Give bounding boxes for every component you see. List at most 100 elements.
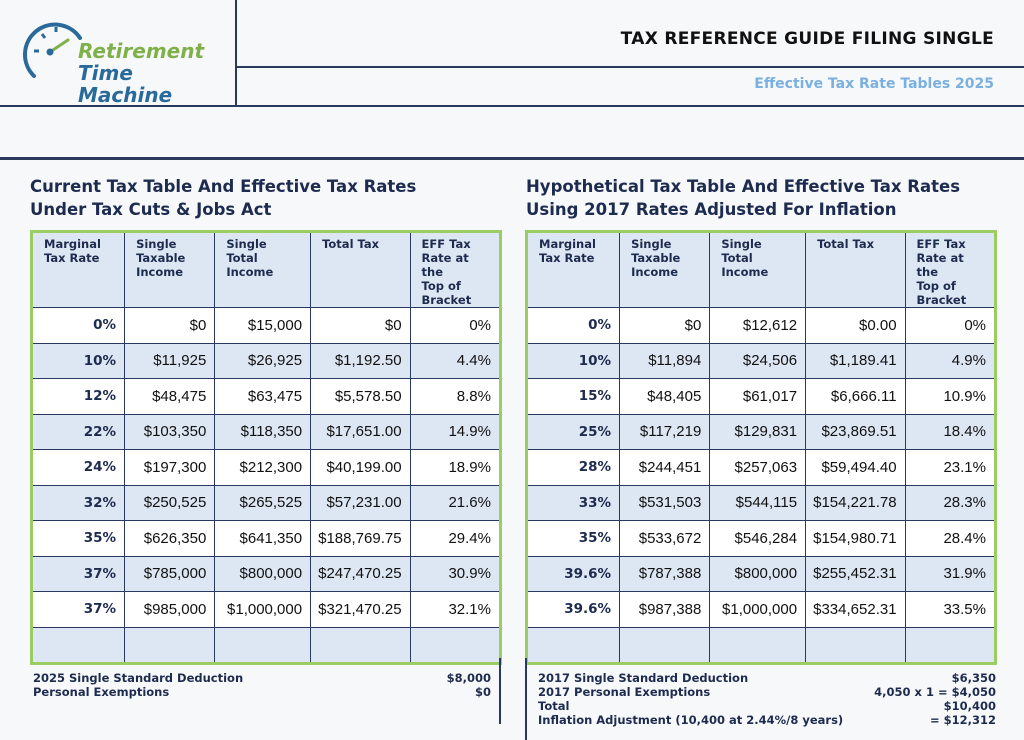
table-cell: $61,017: [709, 378, 807, 415]
table-cell: $117,219: [619, 413, 711, 450]
column-header-line: Taxable: [136, 251, 186, 265]
table-cell: 37%: [30, 591, 126, 628]
footer-row: Inflation Adjustment (10,400 at 2.44%/8 …: [538, 713, 996, 727]
table-row: 10% $11,894 $24,506 $1,189.41 4.9%: [525, 342, 997, 379]
table-row: 12% $48,475 $63,475 $5,578.50 8.8%: [30, 378, 502, 415]
table-cell: $546,284: [709, 520, 807, 557]
table-cell: $188,769.75: [310, 520, 411, 557]
table-cell: $0: [619, 307, 711, 344]
table-cell: $987,388: [619, 591, 711, 628]
footer-value: 4,050 x 1 = $4,050: [874, 685, 996, 699]
table-cell: 33%: [525, 484, 621, 521]
table-cell: $0: [310, 307, 411, 344]
table-cell: 10%: [30, 342, 126, 379]
table-cell: $250,525: [124, 484, 216, 521]
clock-icon: [23, 22, 82, 78]
table-row: 35% $533,672 $546,284 $154,980.71 28.4%: [525, 520, 997, 557]
table-row: 33% $531,503 $544,115 $154,221.78 28.3%: [525, 484, 997, 521]
table-cell: 35%: [525, 520, 621, 557]
column-header: Single Total Income: [214, 231, 312, 308]
table-cell: 10%: [525, 342, 621, 379]
table-cell: $544,115: [709, 484, 807, 521]
table-cell: $626,350: [124, 520, 216, 557]
table-row: 39.6% $987,388 $1,000,000 $334,652.31 33.5%: [525, 591, 997, 628]
table-cell: $257,063: [709, 449, 807, 486]
footer-value: = $12,312: [929, 713, 996, 727]
column-header-line: Total: [721, 251, 753, 265]
column-header-line: Total Tax: [322, 237, 380, 251]
table-cell: $17,651.00: [310, 413, 411, 450]
table-cell: 32.1%: [409, 591, 502, 628]
table-cell: 32%: [30, 484, 126, 521]
table-cell: $154,221.78: [805, 484, 906, 521]
table-cell: 18.4%: [904, 413, 997, 450]
left-footer-rule: [499, 658, 501, 724]
footer-row: 2017 Single Standard Deduction $6,350: [538, 671, 996, 685]
table-cell: $197,300: [124, 449, 216, 486]
table-cell: $255,452.31: [805, 555, 906, 592]
table-row: 32% $250,525 $265,525 $57,231.00 21.6%: [30, 484, 502, 521]
footer-label: Total: [538, 699, 570, 713]
table-cell: $24,506: [709, 342, 807, 379]
table-cell: 37%: [30, 555, 126, 592]
column-header-line: Marginal: [44, 237, 101, 251]
table-cell: $1,000,000: [214, 591, 312, 628]
table-cell: $985,000: [124, 591, 216, 628]
table-cell: $641,350: [214, 520, 312, 557]
table-cell: [214, 626, 312, 664]
left-footer: 2025 Single Standard Deduction $8,000 Pers…: [33, 671, 491, 699]
column-header-line: Rate at the: [916, 251, 964, 279]
table-cell: 15%: [525, 378, 621, 415]
table-cell: [709, 626, 807, 664]
table-cell: $244,451: [619, 449, 711, 486]
table-cell: $247,470.25: [310, 555, 411, 592]
footer-label: 2017 Single Standard Deduction: [538, 671, 749, 685]
table-cell: 28.4%: [904, 520, 997, 557]
table-row: 39.6% $787,388 $800,000 $255,452.31 31.9%: [525, 555, 997, 592]
table-cell: 23.1%: [904, 449, 997, 486]
table-cell: 28.3%: [904, 484, 997, 521]
column-header: Total Tax: [310, 231, 411, 308]
table-cell: 28%: [525, 449, 621, 486]
table-cell: $63,475: [214, 378, 312, 415]
table-cell: $800,000: [709, 555, 807, 592]
column-header-line: Total: [226, 251, 258, 265]
current-tax-table: Marginal Tax Rate Single Taxable Income Singl…: [30, 230, 502, 665]
table-cell: $15,000: [214, 307, 312, 344]
table-cell: [124, 626, 216, 664]
table-cell: 30.9%: [409, 555, 502, 592]
section-rule: [0, 157, 1024, 160]
table-cell: $1,000,000: [709, 591, 807, 628]
logo-text-line2: Time Machine: [78, 61, 173, 107]
table-cell: $334,652.31: [805, 591, 906, 628]
right-footer: 2017 Single Standard Deduction $6,350 2017…: [538, 671, 996, 727]
right-title-line1: Hypothetical Tax Table And Effective Tax…: [526, 177, 961, 196]
table-cell: 22%: [30, 413, 126, 450]
column-header-line: Single: [631, 237, 672, 251]
footer-row: 2025 Single Standard Deduction $8,000: [33, 671, 491, 685]
table-cell: $787,388: [619, 555, 711, 592]
header-divider-vertical: [235, 0, 237, 106]
column-header-line: Bracket: [421, 293, 472, 307]
table-cell: 12%: [30, 378, 126, 415]
table-cell: $129,831: [709, 413, 807, 450]
table-row: 25% $117,219 $129,831 $23,869.51 18.4%: [525, 413, 997, 450]
table-cell: 25%: [525, 413, 621, 450]
table-row: 24% $197,300 $212,300 $40,199.00 18.9%: [30, 449, 502, 486]
table-cell: 0%: [30, 307, 126, 344]
table-cell: $12,612: [709, 307, 807, 344]
table-cell: $1,192.50: [310, 342, 411, 379]
column-header-line: Income: [226, 265, 274, 279]
column-header-line: Top of: [916, 279, 956, 293]
footer-label: 2017 Personal Exemptions: [538, 685, 711, 699]
column-header: EFF Tax Rate at the Top of Bracket: [904, 231, 997, 308]
table-cell: $11,925: [124, 342, 216, 379]
footer-value: $0: [474, 685, 491, 699]
table-cell: [904, 626, 997, 664]
column-header-line: Tax Rate: [539, 251, 595, 265]
footer-label: 2025 Single Standard Deduction: [33, 671, 244, 685]
table-cell: $0.00: [805, 307, 906, 344]
table-cell: $103,350: [124, 413, 216, 450]
footer-label: Inflation Adjustment (10,400 at 2.44%/8 …: [538, 713, 844, 727]
table-cell: $321,470.25: [310, 591, 411, 628]
